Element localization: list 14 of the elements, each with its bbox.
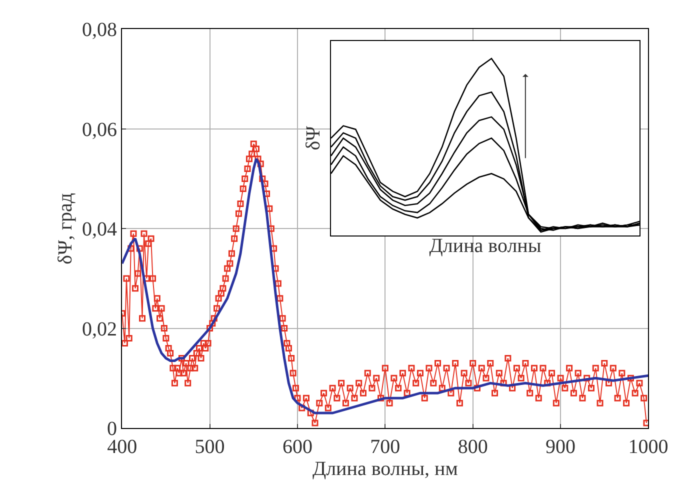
y-tick-label: 0,04 <box>82 218 117 241</box>
x-tick-label: 900 <box>546 436 576 458</box>
x-tick-label: 700 <box>370 436 400 458</box>
y-tick-label: 0,06 <box>82 118 117 141</box>
y-axis-title: δΨ <box>302 126 324 150</box>
y-tick-label: 0,08 <box>82 19 117 42</box>
x-tick-label: 1000 <box>628 436 668 458</box>
x-axis-title: Длина волны <box>429 235 542 258</box>
x-tick-label: 500 <box>194 436 225 458</box>
x-axis-title: Длина волны, нм <box>312 458 458 480</box>
y-tick-label: 0,02 <box>82 318 117 340</box>
y-axis-title: δΨ, град <box>54 192 76 264</box>
x-tick-label: 800 <box>458 436 488 458</box>
x-tick-label: 600 <box>282 436 312 458</box>
